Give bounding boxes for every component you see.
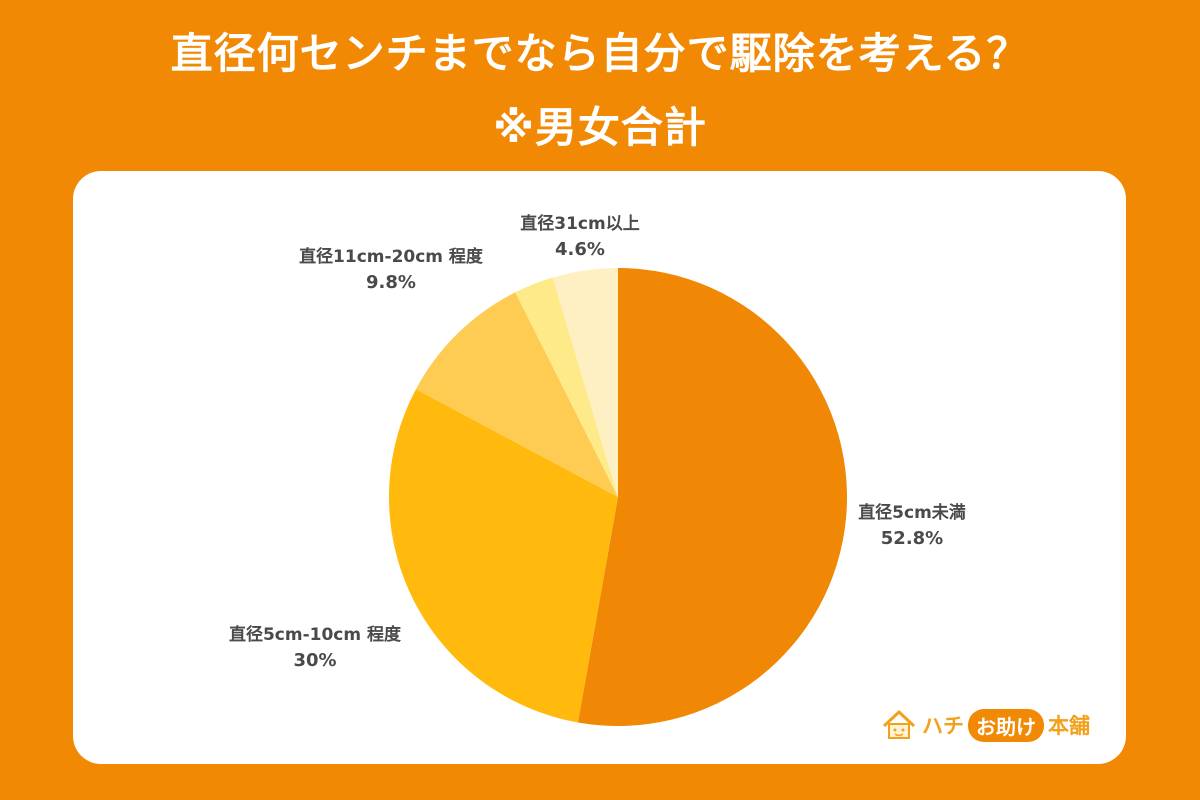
label-pct: 4.6% [555,239,605,260]
chart-subtitle: ※男女合計 [493,103,707,152]
chart-title: 直径何センチまでなら自分で駆除を考える？ [170,29,1030,78]
label-under-5cm: 直径5cm未満 52.8% [852,500,972,552]
pie-slice [552,268,618,497]
label-name: 直径5cm未満 [858,503,966,523]
logo-text-hachi: ハチ [922,714,964,738]
label-name: 直径31cm以上 [520,214,640,234]
house-mascot-icon [882,710,916,739]
logo-text-otasuke: お助け [968,708,1044,742]
pie-slice [388,389,618,723]
label-11-20cm: 直径11cm-20cm 程度 9.8% [276,244,506,296]
label-5-10cm: 直径5cm-10cm 程度 30% [200,622,430,674]
logo-text-honpo: 本舗 [1048,714,1090,738]
pie-slice [515,277,618,497]
label-pct: 9.8% [366,272,416,293]
brand-logo: ハチ お助け 本舗 [880,705,1090,745]
label-pct: 30% [293,650,337,671]
label-name: 直径11cm-20cm 程度 [299,247,483,267]
label-31cm-plus: 直径31cm以上 4.6% [505,211,655,263]
pie-slice [415,292,618,497]
label-pct: 52.8% [880,528,944,549]
label-name: 直径5cm-10cm 程度 [228,625,402,645]
pie-slice [577,268,848,726]
